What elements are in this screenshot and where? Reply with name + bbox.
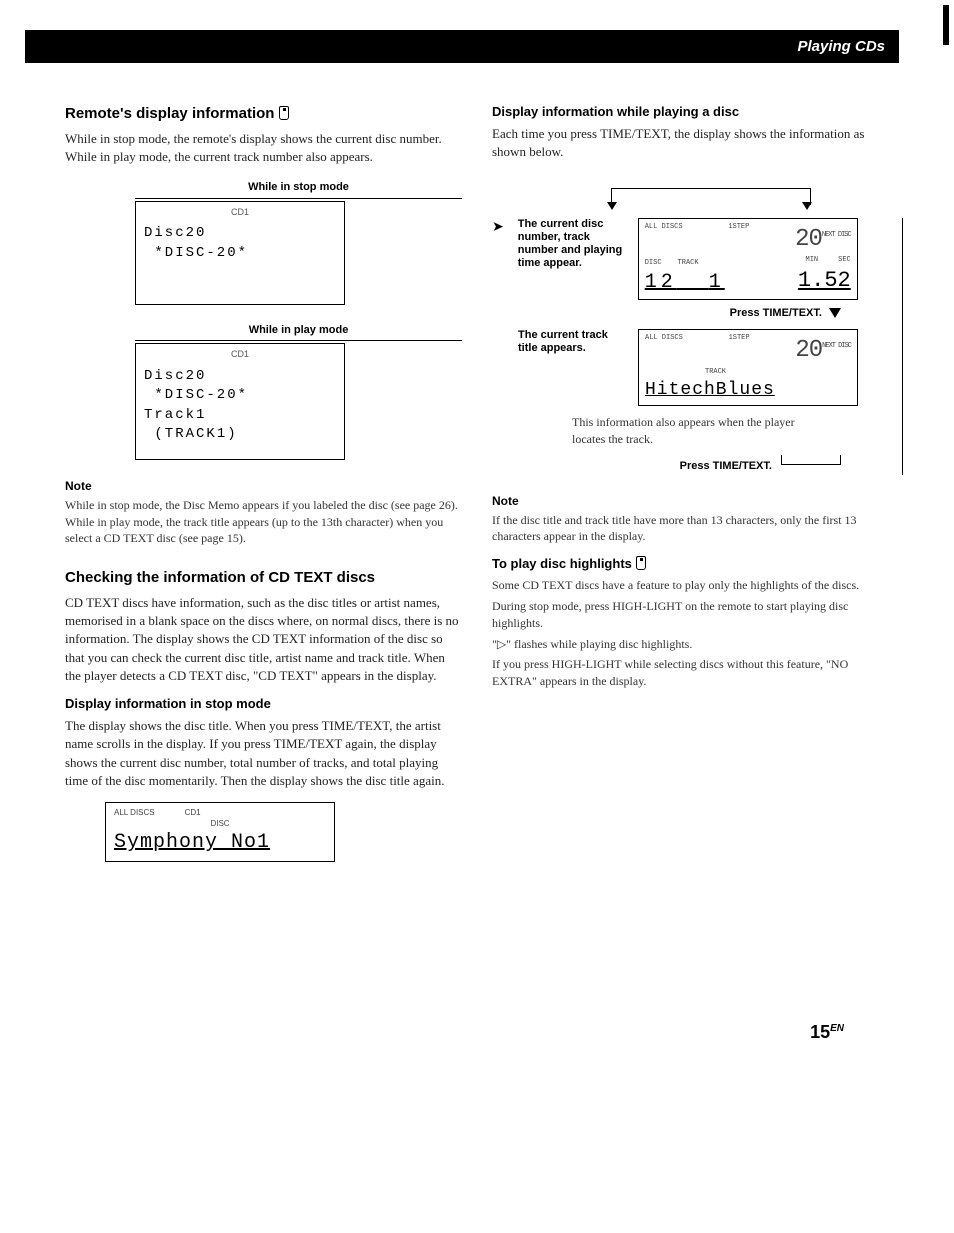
cd1-label: CD1	[185, 807, 201, 818]
return-line-icon	[781, 455, 841, 465]
right-column: Display information while playing a disc…	[492, 103, 889, 862]
note-heading-right: Note	[492, 493, 889, 510]
arrow-down-icon	[802, 202, 812, 210]
play-mode-label: While in play mode	[135, 323, 462, 341]
flow-label-2: The current track title appears.	[518, 329, 628, 355]
display-flow: ➤ The current disc number, track number …	[492, 188, 889, 475]
note-body-right: If the disc title and track title have m…	[492, 512, 889, 546]
cd-indicator: CD1	[144, 206, 336, 219]
all-discs-label: ALL DISCS	[114, 807, 155, 818]
chapter-header: Playing CDs	[25, 30, 899, 63]
arrow-down-icon	[607, 202, 617, 210]
stop-mode-label: While in stop mode	[135, 180, 462, 198]
track-col-label: TRACK	[678, 259, 699, 269]
remote-icon	[279, 106, 289, 120]
remote-display-figures: While in stop mode CD1 Disc20 *DISC-20* …	[135, 180, 462, 460]
remote-screen-play: CD1 Disc20 *DISC-20* Track1 (TRACK1)	[135, 343, 345, 460]
cd-indicator: CD1	[144, 348, 336, 361]
min-label: MIN	[806, 256, 819, 266]
prog-label: 1STEP	[728, 223, 749, 257]
play-display-intro: Each time you press TIME/TEXT, the displ…	[492, 125, 889, 161]
remote-icon	[636, 556, 646, 570]
highlights-body-2: During stop mode, press HIGH-LIGHT on th…	[492, 598, 889, 632]
cd-text-heading: Checking the information of CD TEXT disc…	[65, 567, 462, 588]
all-discs-label: ALL DISCS	[645, 223, 683, 257]
page-edge-mark	[943, 5, 949, 45]
info-after-text: This information also appears when the p…	[572, 414, 812, 448]
screen-line: (TRACK1)	[144, 425, 336, 445]
screen-line: Disc20	[144, 367, 336, 387]
screen-line: *DISC-20*	[144, 244, 336, 264]
remote-intro: While in stop mode, the remote's display…	[65, 130, 462, 166]
flow-label-1: The current disc number, track number an…	[518, 218, 628, 271]
lcd-display-2: ALL DISCS 1STEP 20NEXT DISC TRACK Hitech…	[638, 329, 858, 406]
pointer-icon: ➤	[492, 218, 504, 238]
highlights-heading: To play disc highlights	[492, 555, 889, 573]
chapter-title: Playing CDs	[797, 38, 885, 55]
remote-display-heading: Remote's display information	[65, 103, 462, 124]
highlights-body-4: If you press HIGH-LIGHT while selecting …	[492, 656, 889, 690]
lcd-next-disc: 20NEXT DISC	[795, 334, 851, 368]
heading-text: Remote's display information	[65, 105, 274, 122]
disc-number: 12	[645, 271, 677, 294]
highlights-body-1: Some CD TEXT discs have a feature to pla…	[492, 577, 889, 594]
press-time-text-2: Press TIME/TEXT.	[492, 455, 841, 474]
cd-text-body: CD TEXT discs have information, such as …	[65, 594, 462, 685]
arrow-down-icon	[829, 308, 841, 318]
highlights-body-3: "▷" flashes while playing disc highlight…	[492, 636, 889, 653]
disc-title-text: Symphony No1	[114, 829, 326, 857]
sec-label: SEC	[838, 256, 851, 266]
all-discs-label: ALL DISCS	[645, 334, 683, 368]
remote-screen-stop: CD1 Disc20 *DISC-20*	[135, 201, 345, 305]
play-time: 1.52	[798, 266, 851, 297]
disc-col-label: DISC	[645, 259, 662, 269]
track-col-label: TRACK	[705, 368, 851, 378]
stop-mode-info-heading: Display information in stop mode	[65, 695, 462, 713]
lcd-display-1: ALL DISCS 1STEP 20NEXT DISC DISC TRACK	[638, 218, 858, 300]
disc-label: DISC	[114, 818, 326, 829]
prog-label: 1STEP	[729, 334, 750, 368]
page-number: 15EN	[810, 1020, 844, 1045]
press-time-text-1: Press TIME/TEXT.	[492, 306, 841, 321]
note-body: While in stop mode, the Disc Memo appear…	[65, 497, 462, 547]
screen-line: Track1	[144, 406, 336, 426]
lcd-next-disc: 20NEXT DISC	[795, 223, 851, 257]
left-column: Remote's display information While in st…	[65, 103, 462, 862]
play-display-heading: Display information while playing a disc	[492, 103, 889, 121]
track-title-text: HitechBlues	[645, 378, 851, 403]
symphony-display: ALL DISCS CD1 DISC Symphony No1	[105, 802, 335, 862]
screen-line: Disc20	[144, 224, 336, 244]
track-number: 1	[709, 271, 725, 294]
screen-line: *DISC-20*	[144, 386, 336, 406]
loop-arrow	[571, 188, 811, 214]
stop-mode-info-body: The display shows the disc title. When y…	[65, 717, 462, 790]
note-heading: Note	[65, 478, 462, 495]
